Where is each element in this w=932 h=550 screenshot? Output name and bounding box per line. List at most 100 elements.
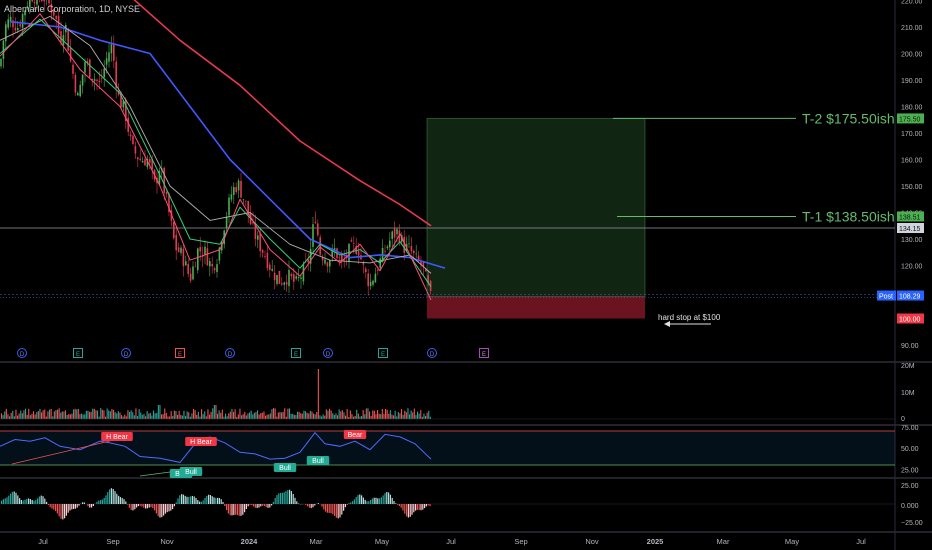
- candle-body: [290, 273, 293, 277]
- candle-body: [84, 62, 86, 73]
- macd-histogram-bar: [127, 504, 129, 505]
- candle-body: [137, 157, 139, 160]
- time-tick-label: Mar: [717, 537, 730, 546]
- candle-body: [151, 159, 153, 170]
- volume-bar: [289, 408, 291, 419]
- volume-bar: [113, 409, 115, 419]
- volume-bar: [335, 413, 337, 419]
- candle-body: [141, 161, 144, 163]
- volume-bar: [271, 409, 273, 419]
- volume-bar: [73, 409, 75, 419]
- candle-body: [329, 260, 331, 267]
- volume-bar: [418, 413, 420, 419]
- macd-histogram-bar: [326, 504, 328, 513]
- volume-bar: [309, 410, 311, 419]
- macd-histogram-bar: [161, 504, 163, 518]
- candle-body: [149, 158, 151, 163]
- macd-histogram-bar: [278, 493, 280, 504]
- volume-bar: [2, 415, 4, 419]
- volume-bar: [332, 413, 334, 419]
- macd-histogram-bar: [137, 504, 139, 507]
- volume-bar: [343, 412, 345, 419]
- macd-histogram-bar: [418, 504, 420, 511]
- macd-histogram-bar: [407, 504, 409, 518]
- rsi-tick-label: 50.00: [901, 446, 919, 453]
- candle-body: [324, 259, 326, 264]
- volume-bar: [425, 415, 427, 419]
- macd-histogram-bar: [119, 497, 121, 504]
- volume-bar: [380, 414, 382, 419]
- volume-bar: [226, 416, 228, 419]
- macd-histogram-bar: [47, 504, 49, 506]
- macd-histogram-bar: [269, 504, 271, 508]
- macd-histogram-bar: [170, 504, 172, 511]
- volume-bar: [74, 408, 76, 419]
- volume-bar: [386, 409, 388, 419]
- volume-bar: [45, 416, 47, 419]
- macd-histogram-bar: [314, 504, 316, 506]
- volume-bar: [127, 410, 129, 419]
- bear-label-box: [343, 430, 367, 439]
- candle-body: [218, 247, 221, 261]
- volume-bar: [98, 416, 100, 419]
- volume-bar: [69, 414, 71, 419]
- bull-label-box: [273, 463, 297, 472]
- macd-histogram-bar: [330, 504, 332, 514]
- candle-body: [9, 16, 12, 23]
- volume-bar: [77, 408, 79, 419]
- macd-histogram-bar: [193, 496, 195, 504]
- macd-histogram-bar: [58, 504, 60, 517]
- volume-bar: [381, 408, 383, 419]
- price-tick-label: 180.00: [901, 105, 923, 112]
- macd-histogram-bar: [2, 499, 4, 504]
- volume-bar: [341, 410, 343, 419]
- macd-histogram-bar: [10, 493, 12, 504]
- macd-histogram-bar: [166, 504, 168, 513]
- macd-histogram-bar: [78, 504, 80, 506]
- volume-bar: [101, 409, 103, 419]
- macd-histogram-bar: [258, 504, 260, 508]
- macd-histogram-bar: [101, 499, 103, 504]
- dividend-marker: [427, 348, 437, 358]
- macd-histogram-bar: [370, 499, 372, 504]
- post-price-tag-bg: [897, 290, 924, 301]
- candle-body: [425, 269, 427, 272]
- volume-bar: [162, 414, 164, 419]
- volume-bar: [49, 409, 51, 419]
- volume-bar: [201, 409, 203, 419]
- volume-bar: [18, 413, 20, 419]
- candle-body: [199, 247, 201, 252]
- candle-body: [393, 228, 396, 238]
- volume-bar: [321, 416, 323, 419]
- post-tag-bg: [877, 290, 896, 301]
- volume-bar: [13, 416, 15, 419]
- macd-histogram-bar: [145, 504, 147, 509]
- candle-body: [398, 230, 401, 243]
- t1-price-tag: 138.51: [899, 214, 921, 221]
- candle-body: [21, 14, 24, 28]
- volume-bar: [52, 416, 54, 419]
- volume-bar: [385, 409, 387, 419]
- candle-body: [2, 40, 5, 59]
- candle-body: [98, 80, 101, 82]
- macd-histogram-bar: [141, 504, 143, 507]
- macd-histogram-bar: [368, 501, 370, 504]
- macd-histogram-bar: [200, 501, 202, 504]
- macd-histogram-bar: [416, 504, 418, 510]
- price-tick-label: 90.00: [901, 343, 919, 350]
- macd-histogram-bar: [60, 504, 62, 519]
- candle-body: [189, 273, 192, 281]
- macd-histogram-bar: [425, 504, 427, 507]
- volume-bar: [145, 416, 147, 419]
- volume-bar: [76, 409, 78, 419]
- candle-body: [417, 255, 420, 261]
- macd-histogram-bar: [28, 498, 30, 504]
- price-tick-label: 170.00: [901, 131, 923, 138]
- volume-bar: [319, 415, 321, 419]
- post-tag: Post: [879, 294, 893, 301]
- candle-body: [396, 229, 398, 235]
- volume-bar: [153, 410, 155, 419]
- t2-price-tag-bg: [897, 113, 924, 124]
- volume-bar: [172, 415, 174, 419]
